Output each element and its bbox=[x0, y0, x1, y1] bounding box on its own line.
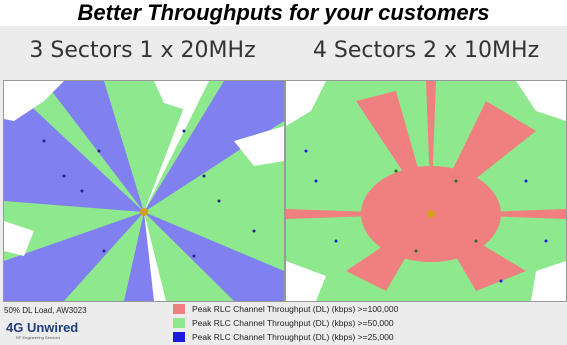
legend-item-50000: Peak RLC Channel Throughput (DL) (kbps) … bbox=[173, 316, 394, 329]
right-coverage-map bbox=[285, 80, 567, 302]
right-terrain-sw bbox=[286, 261, 326, 301]
legend-label: Peak RLC Channel Throughput (DL) (kbps) … bbox=[192, 317, 394, 328]
left-terrain-nw bbox=[4, 81, 64, 121]
left-terrain-w bbox=[4, 221, 34, 256]
left-panel-title: 3 Sectors 1 x 20MHz bbox=[29, 38, 256, 63]
right-terrain-se bbox=[531, 261, 566, 301]
legend-swatch-red bbox=[173, 303, 185, 314]
company-logo: 4G Unwired bbox=[6, 320, 79, 335]
left-coverage-map bbox=[3, 80, 285, 302]
right-panel-title: 4 Sectors 2 x 10MHz bbox=[312, 38, 540, 63]
left-sector-southeast bbox=[144, 212, 284, 301]
left-sector-southwest bbox=[4, 212, 144, 301]
right-sample-dots bbox=[304, 149, 548, 283]
company-tagline: RF Engineering Services bbox=[16, 335, 61, 340]
left-site-marker bbox=[140, 208, 148, 216]
legend-item-100000: Peak RLC Channel Throughput (DL) (kbps) … bbox=[173, 302, 398, 315]
legend-label: Peak RLC Channel Throughput (DL) (kbps) … bbox=[192, 331, 394, 342]
left-sector-northeast bbox=[144, 81, 284, 212]
legend-item-25000: Peak RLC Channel Throughput (DL) (kbps) … bbox=[173, 330, 394, 343]
left-beam-gap-south bbox=[144, 212, 166, 301]
right-terrain-ne bbox=[516, 81, 566, 121]
legend-swatch-blue bbox=[173, 331, 185, 342]
left-sector-north bbox=[44, 81, 144, 212]
right-beam-north bbox=[426, 81, 436, 214]
right-beam-east bbox=[431, 209, 566, 219]
right-green-dots bbox=[394, 169, 478, 253]
slide-body: 3 Sectors 1 x 20MHz 4 Sectors 2 x 10MHz bbox=[0, 26, 567, 345]
right-map-svg bbox=[286, 81, 566, 301]
right-beam-west bbox=[286, 209, 431, 219]
left-beam-gap-north bbox=[144, 81, 209, 212]
throughput-legend: Peak RLC Channel Throughput (DL) (kbps) … bbox=[173, 302, 398, 344]
left-terrain-n bbox=[154, 81, 204, 111]
legend-swatch-green bbox=[173, 317, 185, 328]
left-sample-dots bbox=[42, 129, 256, 258]
legend-label: Peak RLC Channel Throughput (DL) (kbps) … bbox=[192, 303, 399, 314]
left-sector-west bbox=[4, 81, 144, 212]
slide-headline: Better Throughputs for your customers bbox=[77, 0, 490, 25]
load-footnote: 50% DL Load, AW3023 bbox=[4, 306, 87, 315]
right-site-marker bbox=[427, 210, 435, 218]
right-terrain-nw bbox=[286, 81, 326, 126]
left-terrain-e bbox=[234, 126, 284, 166]
left-map-svg bbox=[4, 81, 284, 301]
